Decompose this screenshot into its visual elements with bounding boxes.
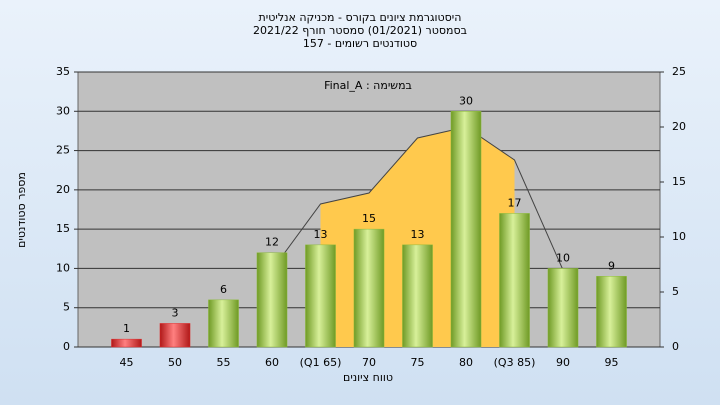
y-tick-label: 20 — [56, 183, 70, 196]
y-tick-label: 5 — [63, 301, 70, 314]
y2-tick-label: 20 — [672, 120, 686, 133]
x-tick-label: 70 — [362, 356, 376, 369]
value-label: 1 — [123, 322, 130, 335]
bar — [596, 276, 627, 348]
bar — [450, 111, 482, 348]
value-label: 3 — [172, 306, 179, 319]
x-tick-label: 45 — [120, 356, 134, 369]
title-line: בסמסטר (01/2021) סמסטר חורף 2021/22 — [253, 24, 467, 37]
x-tick-label: (Q3 85) — [494, 356, 536, 369]
line — [271, 126, 564, 271]
bar — [111, 338, 142, 348]
x-tick-label: 60 — [265, 356, 279, 369]
y2-tick-label: 5 — [672, 285, 679, 298]
bar — [353, 228, 385, 348]
y2-tick-label: 25 — [672, 65, 686, 78]
bar — [402, 244, 433, 348]
y2-tick-label: 0 — [672, 340, 679, 353]
y2-tick-label: 10 — [672, 230, 686, 243]
bar — [256, 252, 288, 348]
y2-tick-label: 15 — [672, 175, 686, 188]
bar — [208, 299, 239, 348]
x-tick-label: 80 — [459, 356, 473, 369]
value-label: 13 — [314, 228, 328, 241]
bar — [547, 268, 579, 348]
value-label: 6 — [220, 283, 227, 296]
title-line: היסטוגרמת ציונים בקורס - מכניקה אנליטית — [259, 11, 462, 24]
value-label: 12 — [265, 236, 279, 249]
y-tick-label: 10 — [56, 261, 70, 274]
bar — [305, 244, 336, 348]
y-tick-label: 35 — [56, 65, 70, 78]
x-tick-label: 90 — [556, 356, 570, 369]
x-axis-label: טווח ציונים — [343, 371, 393, 384]
y-tick-label: 0 — [63, 340, 70, 353]
x-tick-label: (Q1 65) — [300, 356, 342, 369]
y-tick-label: 15 — [56, 222, 70, 235]
x-tick-label: 55 — [217, 356, 231, 369]
value-label: 13 — [411, 228, 425, 241]
annotation: Final_A : במשימה — [324, 79, 412, 92]
value-label: 9 — [608, 259, 615, 272]
bar — [499, 213, 530, 348]
y-tick-label: 25 — [56, 144, 70, 157]
value-label: 17 — [508, 196, 522, 209]
x-tick-label: 95 — [605, 356, 619, 369]
y-axis-label: מספר סטודנטים — [15, 172, 28, 248]
y-tick-label: 30 — [56, 104, 70, 117]
value-label: 10 — [556, 251, 570, 264]
value-label: 30 — [459, 94, 473, 107]
title-line: סטודנטים רשומים - 157 — [303, 37, 417, 50]
value-label: 15 — [362, 212, 376, 225]
bar — [159, 323, 191, 348]
x-tick-label: 50 — [168, 356, 182, 369]
x-tick-label: 75 — [411, 356, 425, 369]
